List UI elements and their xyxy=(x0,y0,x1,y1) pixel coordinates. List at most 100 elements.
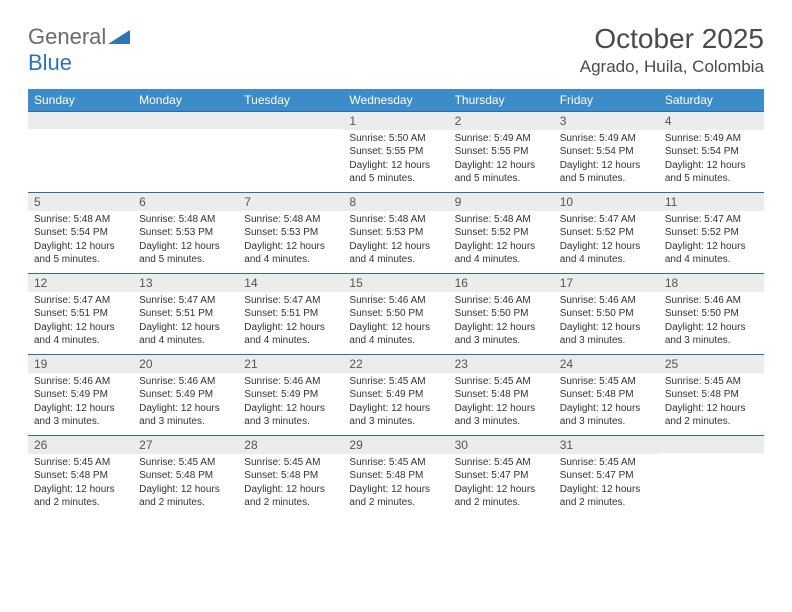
dayhead-wed: Wednesday xyxy=(343,89,448,112)
sunset-text: Sunset: 5:47 PM xyxy=(560,469,653,483)
daylight-text: Daylight: 12 hours and 2 minutes. xyxy=(560,483,653,510)
daylight-text: Daylight: 12 hours and 4 minutes. xyxy=(665,240,758,267)
day-cell: 25Sunrise: 5:45 AMSunset: 5:48 PMDayligh… xyxy=(659,354,764,435)
day-details: Sunrise: 5:46 AMSunset: 5:49 PMDaylight:… xyxy=(28,373,133,435)
day-number: 6 xyxy=(133,193,238,211)
day-cell: 9Sunrise: 5:48 AMSunset: 5:52 PMDaylight… xyxy=(449,192,554,273)
sunrise-text: Sunrise: 5:46 AM xyxy=(139,375,232,389)
sunset-text: Sunset: 5:48 PM xyxy=(455,388,548,402)
day-number: 9 xyxy=(449,193,554,211)
day-cell: 30Sunrise: 5:45 AMSunset: 5:47 PMDayligh… xyxy=(449,435,554,516)
day-details: Sunrise: 5:45 AMSunset: 5:48 PMDaylight:… xyxy=(28,454,133,516)
day-number: 11 xyxy=(659,193,764,211)
dayhead-mon: Monday xyxy=(133,89,238,112)
sunset-text: Sunset: 5:52 PM xyxy=(665,226,758,240)
dayhead-fri: Friday xyxy=(554,89,659,112)
day-cell: 18Sunrise: 5:46 AMSunset: 5:50 PMDayligh… xyxy=(659,273,764,354)
logo-text: General Blue xyxy=(28,24,130,76)
day-number: 28 xyxy=(238,436,343,454)
day-details: Sunrise: 5:48 AMSunset: 5:54 PMDaylight:… xyxy=(28,211,133,273)
sunrise-text: Sunrise: 5:45 AM xyxy=(560,375,653,389)
page-header: General Blue October 2025 Agrado, Huila,… xyxy=(28,24,764,77)
brand-name-1: General xyxy=(28,24,106,49)
day-number: 2 xyxy=(449,112,554,130)
day-cell: 23Sunrise: 5:45 AMSunset: 5:48 PMDayligh… xyxy=(449,354,554,435)
day-details: Sunrise: 5:49 AMSunset: 5:54 PMDaylight:… xyxy=(554,130,659,192)
location-text: Agrado, Huila, Colombia xyxy=(580,57,764,77)
day-number: 16 xyxy=(449,274,554,292)
sunrise-text: Sunrise: 5:48 AM xyxy=(349,213,442,227)
sunset-text: Sunset: 5:51 PM xyxy=(139,307,232,321)
day-number xyxy=(28,112,133,129)
calendar-table: Sunday Monday Tuesday Wednesday Thursday… xyxy=(28,89,764,516)
daylight-text: Daylight: 12 hours and 4 minutes. xyxy=(244,240,337,267)
sunset-text: Sunset: 5:52 PM xyxy=(560,226,653,240)
day-number: 13 xyxy=(133,274,238,292)
daylight-text: Daylight: 12 hours and 5 minutes. xyxy=(34,240,127,267)
daylight-text: Daylight: 12 hours and 5 minutes. xyxy=(455,159,548,186)
sunset-text: Sunset: 5:48 PM xyxy=(349,469,442,483)
day-number: 31 xyxy=(554,436,659,454)
day-number: 4 xyxy=(659,112,764,130)
daylight-text: Daylight: 12 hours and 2 minutes. xyxy=(349,483,442,510)
day-number xyxy=(659,436,764,453)
week-row: 5Sunrise: 5:48 AMSunset: 5:54 PMDaylight… xyxy=(28,192,764,273)
day-cell: 21Sunrise: 5:46 AMSunset: 5:49 PMDayligh… xyxy=(238,354,343,435)
sunrise-text: Sunrise: 5:45 AM xyxy=(349,375,442,389)
daylight-text: Daylight: 12 hours and 4 minutes. xyxy=(244,321,337,348)
day-number: 22 xyxy=(343,355,448,373)
sunset-text: Sunset: 5:50 PM xyxy=(349,307,442,321)
title-block: October 2025 Agrado, Huila, Colombia xyxy=(580,24,764,77)
sunrise-text: Sunrise: 5:45 AM xyxy=(349,456,442,470)
sunrise-text: Sunrise: 5:49 AM xyxy=(455,132,548,146)
sunset-text: Sunset: 5:54 PM xyxy=(560,145,653,159)
sunset-text: Sunset: 5:51 PM xyxy=(244,307,337,321)
sunrise-text: Sunrise: 5:46 AM xyxy=(244,375,337,389)
day-cell xyxy=(238,111,343,192)
daylight-text: Daylight: 12 hours and 4 minutes. xyxy=(34,321,127,348)
day-number: 26 xyxy=(28,436,133,454)
day-number: 19 xyxy=(28,355,133,373)
sunrise-text: Sunrise: 5:45 AM xyxy=(139,456,232,470)
logo-triangle-icon xyxy=(108,28,130,49)
daylight-text: Daylight: 12 hours and 3 minutes. xyxy=(560,321,653,348)
day-details: Sunrise: 5:47 AMSunset: 5:51 PMDaylight:… xyxy=(238,292,343,354)
day-cell: 31Sunrise: 5:45 AMSunset: 5:47 PMDayligh… xyxy=(554,435,659,516)
day-details: Sunrise: 5:45 AMSunset: 5:48 PMDaylight:… xyxy=(343,454,448,516)
sunset-text: Sunset: 5:50 PM xyxy=(560,307,653,321)
day-cell xyxy=(133,111,238,192)
daylight-text: Daylight: 12 hours and 4 minutes. xyxy=(349,240,442,267)
day-cell: 7Sunrise: 5:48 AMSunset: 5:53 PMDaylight… xyxy=(238,192,343,273)
week-row: 19Sunrise: 5:46 AMSunset: 5:49 PMDayligh… xyxy=(28,354,764,435)
day-details: Sunrise: 5:48 AMSunset: 5:53 PMDaylight:… xyxy=(133,211,238,273)
day-number: 17 xyxy=(554,274,659,292)
day-number: 25 xyxy=(659,355,764,373)
day-details: Sunrise: 5:49 AMSunset: 5:54 PMDaylight:… xyxy=(659,130,764,192)
daylight-text: Daylight: 12 hours and 3 minutes. xyxy=(244,402,337,429)
sunset-text: Sunset: 5:55 PM xyxy=(455,145,548,159)
brand-name-2: Blue xyxy=(28,50,72,75)
day-details xyxy=(238,129,343,187)
day-details: Sunrise: 5:45 AMSunset: 5:48 PMDaylight:… xyxy=(659,373,764,435)
daylight-text: Daylight: 12 hours and 5 minutes. xyxy=(560,159,653,186)
day-details: Sunrise: 5:46 AMSunset: 5:49 PMDaylight:… xyxy=(238,373,343,435)
day-details: Sunrise: 5:48 AMSunset: 5:53 PMDaylight:… xyxy=(238,211,343,273)
day-number: 20 xyxy=(133,355,238,373)
day-details: Sunrise: 5:46 AMSunset: 5:50 PMDaylight:… xyxy=(449,292,554,354)
day-details: Sunrise: 5:50 AMSunset: 5:55 PMDaylight:… xyxy=(343,130,448,192)
sunset-text: Sunset: 5:54 PM xyxy=(665,145,758,159)
daylight-text: Daylight: 12 hours and 4 minutes. xyxy=(139,321,232,348)
day-number: 21 xyxy=(238,355,343,373)
day-number: 5 xyxy=(28,193,133,211)
daylight-text: Daylight: 12 hours and 2 minutes. xyxy=(455,483,548,510)
calendar-body: 1Sunrise: 5:50 AMSunset: 5:55 PMDaylight… xyxy=(28,111,764,516)
sunset-text: Sunset: 5:48 PM xyxy=(139,469,232,483)
day-cell: 24Sunrise: 5:45 AMSunset: 5:48 PMDayligh… xyxy=(554,354,659,435)
day-cell: 28Sunrise: 5:45 AMSunset: 5:48 PMDayligh… xyxy=(238,435,343,516)
day-cell: 26Sunrise: 5:45 AMSunset: 5:48 PMDayligh… xyxy=(28,435,133,516)
daylight-text: Daylight: 12 hours and 2 minutes. xyxy=(244,483,337,510)
sunset-text: Sunset: 5:49 PM xyxy=(139,388,232,402)
sunrise-text: Sunrise: 5:47 AM xyxy=(665,213,758,227)
daylight-text: Daylight: 12 hours and 3 minutes. xyxy=(34,402,127,429)
day-details xyxy=(28,129,133,187)
